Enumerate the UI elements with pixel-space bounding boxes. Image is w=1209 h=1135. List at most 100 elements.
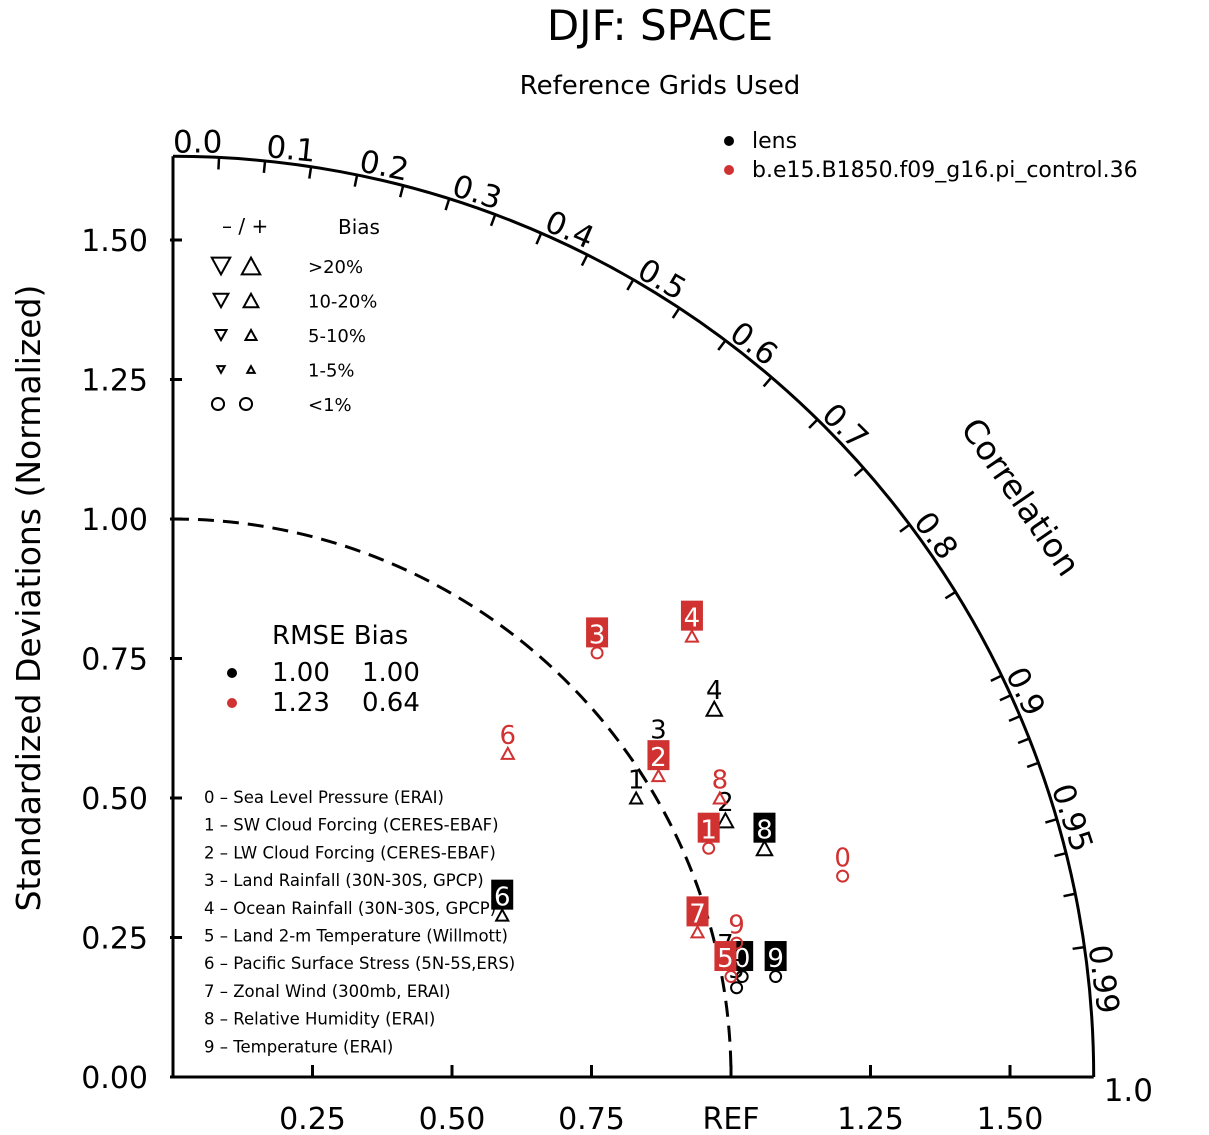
data-point-label: 4 [706, 676, 723, 706]
correlation-label: 0.2 [356, 144, 412, 189]
data-point-label: 0 [834, 844, 851, 874]
stats-table-bias: 0.64 [362, 688, 420, 718]
correlation-label: 0.5 [631, 252, 692, 308]
stats-table-bias: 1.00 [362, 658, 420, 688]
data-point-marker [704, 699, 724, 717]
data-point-marker [836, 869, 850, 883]
data-point-label: 3 [589, 620, 606, 650]
correlation-tick [308, 166, 313, 179]
series-legend-label: lens [752, 129, 797, 154]
correlation-title-group: Correlation [953, 411, 1088, 583]
y-tick-label: 0.00 [81, 1061, 148, 1096]
x-tick-label: 0.75 [558, 1102, 625, 1135]
data-point-label-box [586, 617, 609, 648]
data-point-marker [702, 841, 716, 855]
correlation-label-group: 0.7 [815, 397, 875, 457]
bias-legend-marker-plus [245, 364, 257, 374]
y-tick-label: 1.25 [81, 364, 148, 399]
bias-legend-marker-minus [210, 256, 232, 277]
data-point-label-box [647, 740, 670, 771]
correlation-tick [1054, 851, 1067, 858]
series-legend-dot [724, 136, 734, 146]
data-point-label: 8 [756, 816, 773, 846]
correlation-tick [990, 674, 1003, 683]
correlation-tick [671, 307, 681, 319]
bias-legend-marker-plus [238, 396, 254, 412]
stats-table-header: RMSE Bias [272, 621, 408, 651]
data-point-label: 9 [767, 944, 784, 974]
correlation-tick [853, 467, 865, 477]
data-point-label: 9 [728, 911, 745, 941]
series-legend-dot [724, 165, 734, 175]
data-point-label-box [764, 941, 787, 972]
y-tick-label: 1.50 [81, 224, 148, 259]
data-point-label-box [697, 812, 720, 843]
correlation-tick [398, 185, 405, 198]
correlation-label-group: 0.0 [173, 124, 222, 160]
data-point-label: 1 [628, 765, 645, 795]
correlation-label-group: 0.95 [1044, 780, 1100, 857]
variable-list-item: 3 – Land Rainfall (30N-30S, GPCP) [204, 871, 484, 890]
data-point-label: 2 [650, 743, 667, 773]
data-point-marker [716, 811, 735, 829]
bias-legend-label: 1-5% [308, 361, 355, 382]
bias-legend-label: >20% [308, 257, 363, 278]
outer-arc [172, 154, 1096, 1078]
chart-subtitle: Reference Grids Used [520, 71, 801, 101]
correlation-label-group: 0.6 [723, 315, 784, 373]
x-tick-label: 0.50 [419, 1102, 486, 1135]
data-point-label: 4 [684, 604, 701, 634]
correlation-label: 1.0 [1104, 1073, 1153, 1109]
correlation-tick [444, 198, 451, 211]
bias-legend-label: 10-20% [308, 292, 377, 313]
correlation-tick [1008, 715, 1021, 723]
correlation-label-group: 0.9 [998, 662, 1052, 722]
correlation-label: 0.4 [540, 204, 600, 257]
legend: lens b.e15.B1850.f09_g16.pi_control.36 – /… [204, 129, 1138, 1056]
data-point-label: 7 [689, 899, 706, 929]
x-tick-label: 1.50 [977, 1102, 1044, 1135]
bias-legend-marker-minus [213, 328, 229, 343]
bias-legend-marker-plus [240, 255, 262, 276]
bias-legend-marker-minus [215, 365, 227, 375]
correlation-tick [626, 279, 635, 291]
correlation-tick [762, 376, 773, 388]
correlation-tick [217, 157, 221, 170]
variable-list-item: 4 – Ocean Rainfall (30N-30S, GPCP) [204, 899, 496, 918]
stats-table-rmse: 1.00 [272, 658, 330, 688]
correlation-tick [1026, 761, 1039, 769]
correlation-label-group: 0.3 [448, 168, 506, 217]
correlation-label-group: 1.0 [1104, 1073, 1153, 1109]
bias-legend-label: <1% [308, 395, 352, 416]
correlation-tick [944, 590, 957, 600]
correlation-tick [1017, 737, 1030, 745]
correlation-tick [353, 174, 359, 187]
bias-legend-marker-plus [241, 291, 261, 309]
correlation-label: 0.9 [998, 662, 1052, 722]
data-point-marker [684, 628, 700, 643]
stats-table-rmse: 1.23 [272, 688, 330, 718]
correlation-tick [1063, 892, 1076, 898]
y-tick-label: 0.50 [81, 782, 148, 817]
correlation-tick [262, 160, 267, 173]
bias-legend-sign: – / + [222, 214, 268, 238]
data-point-label-box [680, 600, 703, 631]
data-point-label: 5 [717, 944, 734, 974]
correlation-label: 0.3 [448, 168, 506, 217]
correlation-label-group: 0.99 [1081, 943, 1126, 1016]
data-point-marker [689, 924, 706, 939]
correlation-tick [489, 214, 497, 227]
correlation-tick [535, 232, 543, 245]
data-point-label: 0 [734, 944, 751, 974]
y-tick-label: 0.25 [81, 922, 148, 957]
correlation-label-group: 0.5 [631, 252, 692, 308]
variable-list-item: 5 – Land 2-m Temperature (Willmott) [204, 927, 508, 946]
data-point-marker [628, 790, 644, 805]
data-point-label: 6 [494, 883, 511, 913]
series-legend-label: b.e15.B1850.f09_g16.pi_control.36 [752, 158, 1138, 183]
variable-list-item: 1 – SW Cloud Forcing (CERES-EBAF) [204, 816, 499, 835]
stats-table-dot [227, 698, 237, 708]
correlation-label: 0.1 [265, 129, 318, 170]
correlation-tick [717, 339, 727, 351]
data-point-marker [590, 646, 604, 660]
